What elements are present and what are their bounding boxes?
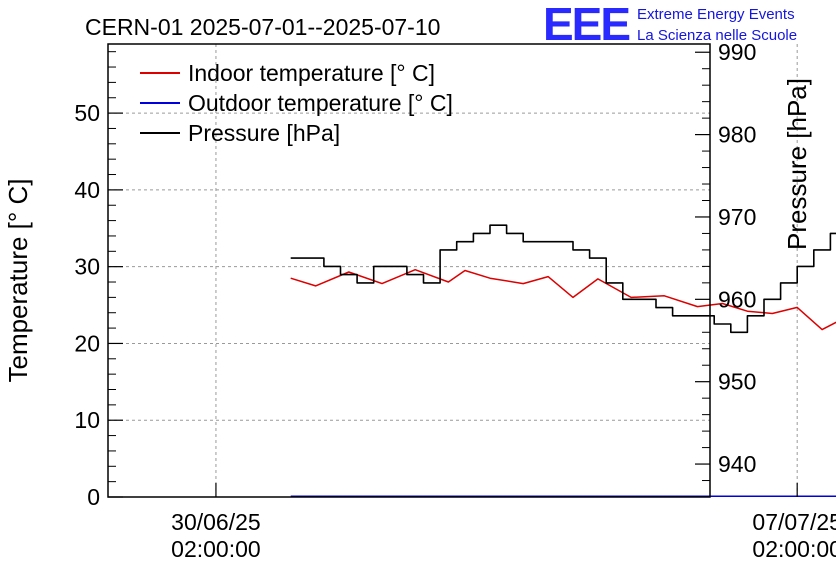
right-tick-label: 950 xyxy=(718,369,756,395)
right-axis: 940 950 960 970 980 990 xyxy=(695,39,756,498)
eee-logo: EEE Extreme Energy Events La Scienza nel… xyxy=(543,0,797,50)
series-line xyxy=(290,268,836,331)
right-tick-label: 960 xyxy=(718,286,756,312)
left-tick-label: 30 xyxy=(74,254,100,280)
series-line xyxy=(290,224,836,334)
time-tick-date: 07/07/25 xyxy=(752,509,836,535)
logo-letters: EEE xyxy=(543,0,629,50)
chart-title: CERN-01 2025-07-01--2025-07-10 xyxy=(85,14,440,40)
right-tick-label: 940 xyxy=(718,451,756,477)
logo-line-1: Extreme Energy Events xyxy=(637,6,795,23)
time-tick-time: 02:00:00 xyxy=(752,536,836,562)
left-axis: 0 10 20 30 40 50 xyxy=(74,51,123,510)
left-axis-title: Temperature [° C] xyxy=(3,178,33,382)
time-tick-date: 30/06/25 xyxy=(171,509,261,535)
left-tick-label: 10 xyxy=(74,407,100,433)
right-axis-title: Pressure [hPa] xyxy=(782,78,812,250)
plot-frame xyxy=(107,43,711,498)
left-tick-label: 20 xyxy=(74,330,100,356)
left-tick-label: 40 xyxy=(74,177,100,203)
legend-label: Pressure [hPa] xyxy=(188,120,340,146)
series-layer xyxy=(290,224,836,497)
legend: Indoor temperature [° C] Outdoor temperat… xyxy=(140,60,453,146)
grid xyxy=(108,44,798,497)
right-tick-label: 980 xyxy=(718,122,756,148)
left-tick-label: 50 xyxy=(74,100,100,126)
time-tick-time: 02:00:00 xyxy=(171,536,261,562)
legend-label: Indoor temperature [° C] xyxy=(188,60,435,86)
right-tick-label: 970 xyxy=(718,204,756,230)
legend-label: Outdoor temperature [° C] xyxy=(188,90,453,116)
logo-line-2: La Scienza nelle Scuole xyxy=(637,27,797,44)
right-tick-label: 990 xyxy=(718,39,756,65)
left-tick-label: 0 xyxy=(87,484,100,510)
